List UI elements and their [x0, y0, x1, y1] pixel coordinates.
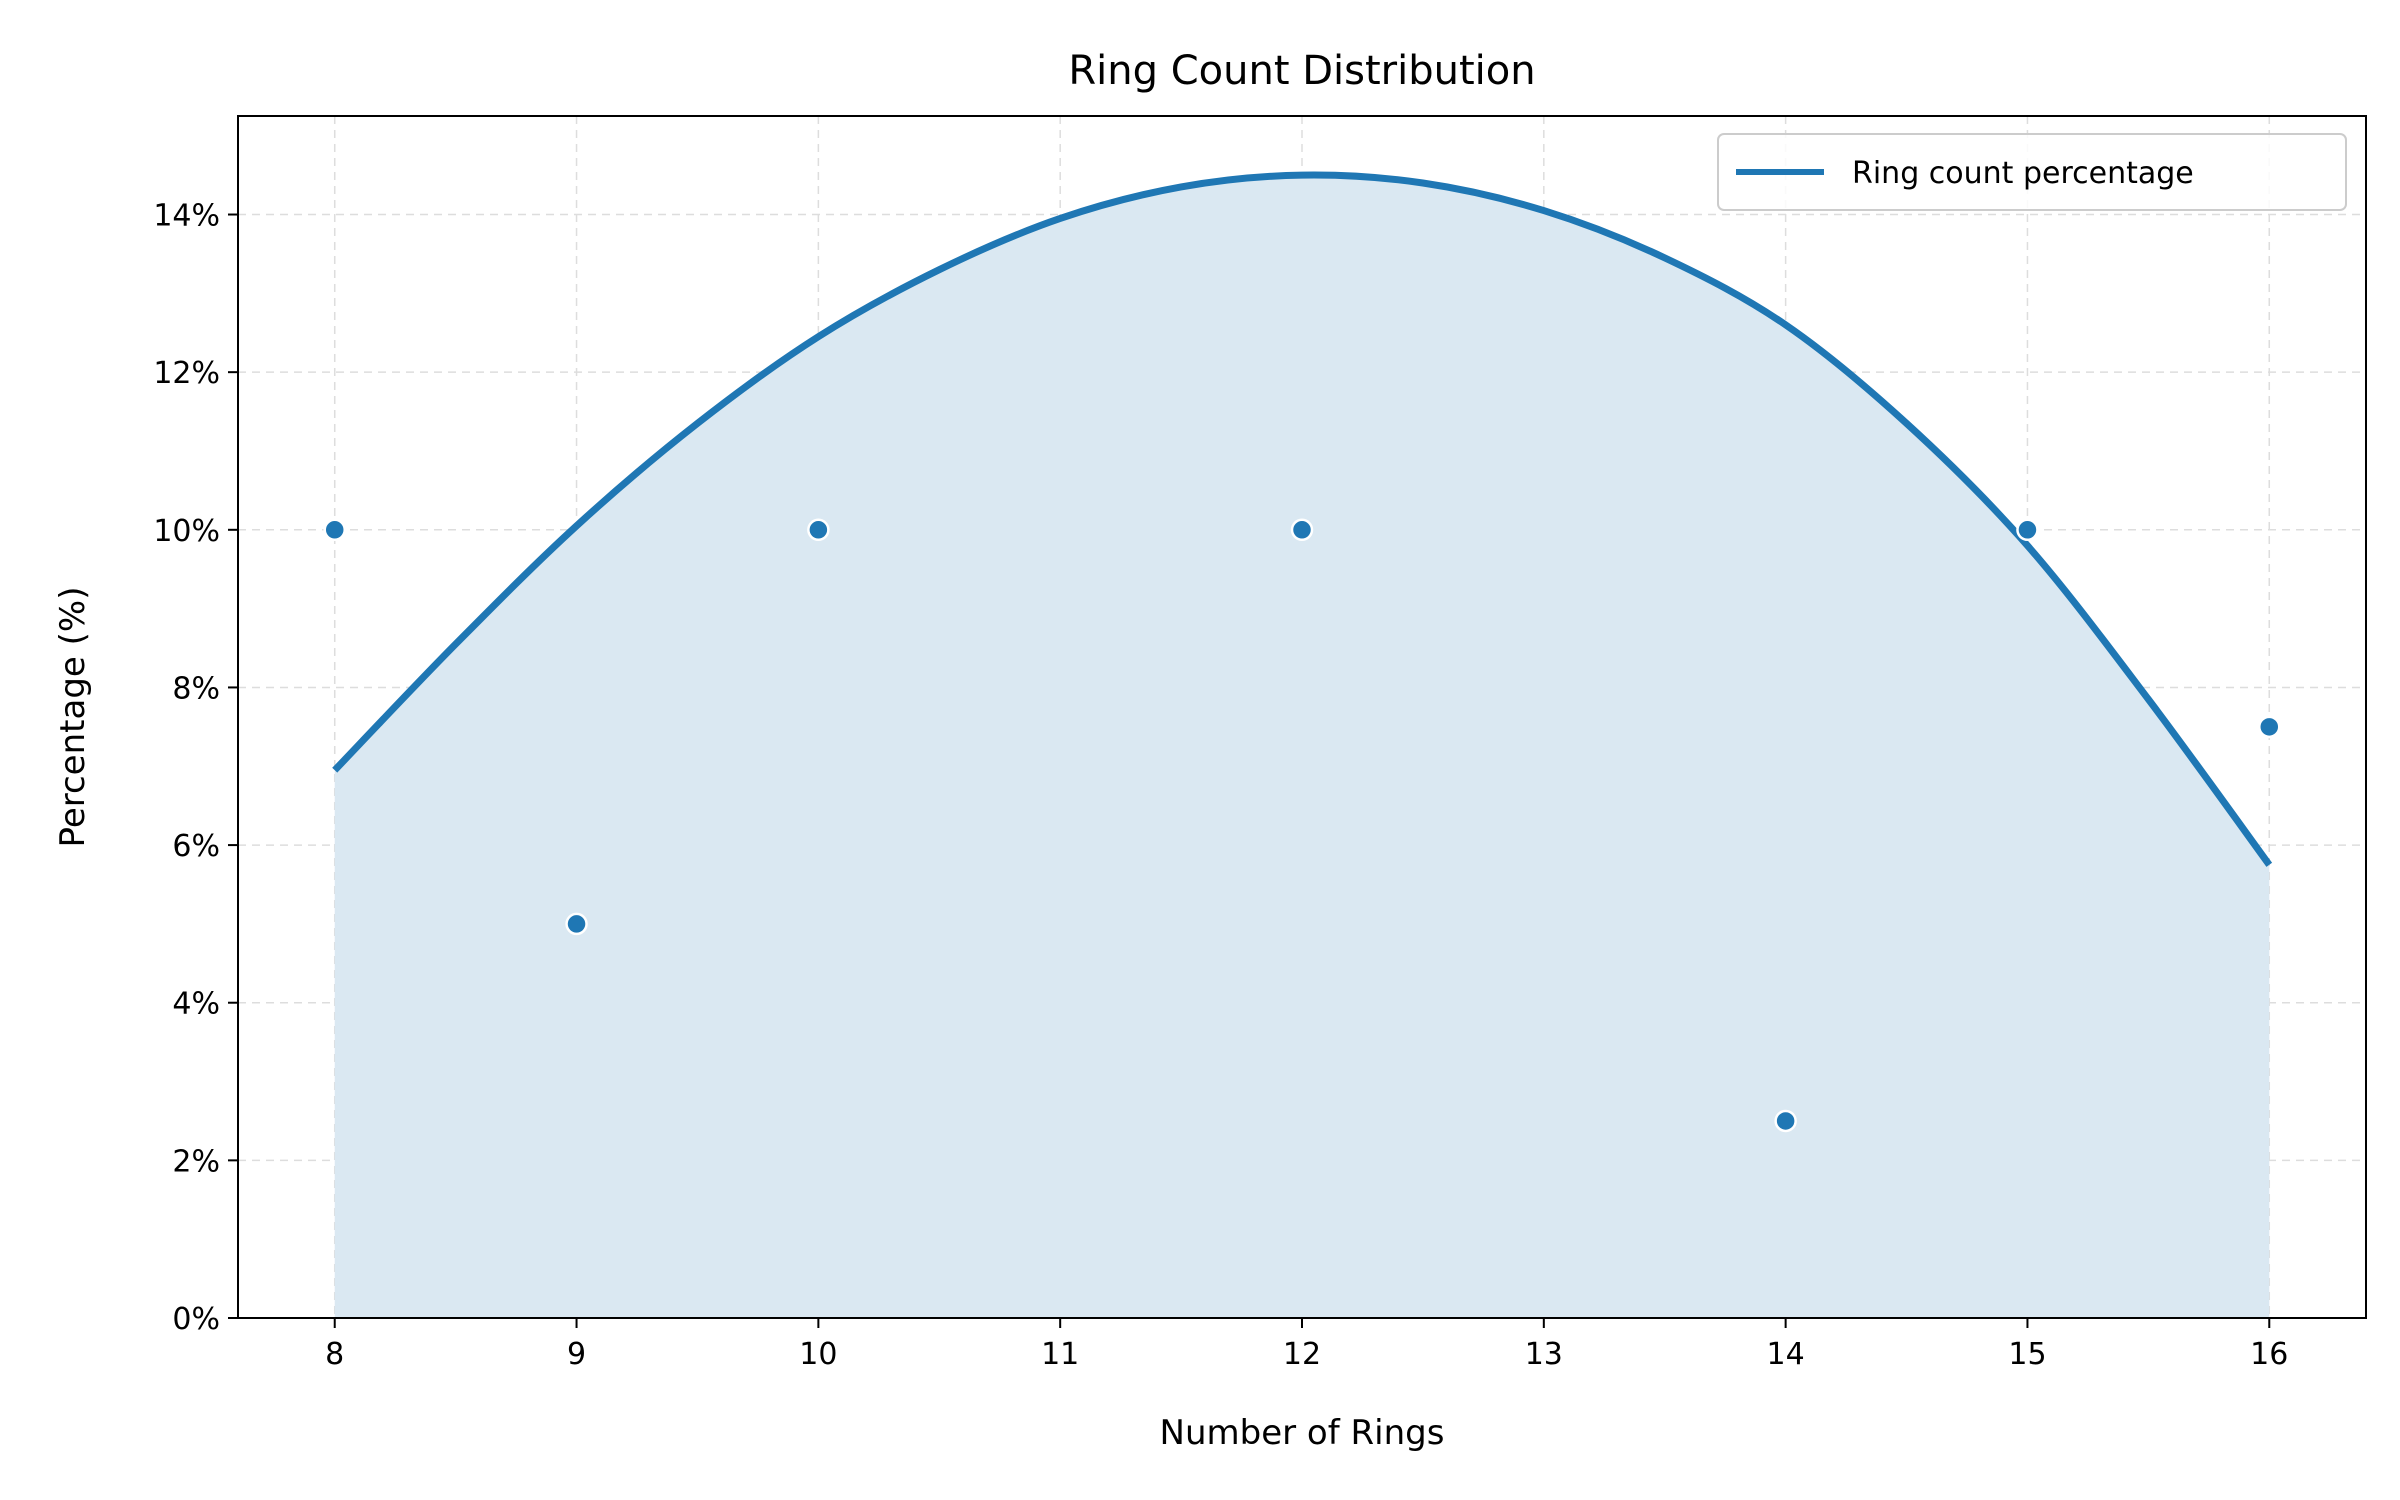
x-tick-label: 9 [567, 1337, 586, 1372]
x-tick-label: 15 [2008, 1337, 2046, 1372]
data-point [1774, 1109, 1797, 1133]
x-tick-label: 13 [1525, 1337, 1563, 1372]
y-tick-label: 12% [153, 356, 220, 391]
x-tick-label: 12 [1283, 1337, 1321, 1372]
y-tick-label: 14% [153, 199, 220, 234]
legend-box [1717, 133, 2347, 211]
fill-layer [334, 175, 2270, 1318]
area-fill [334, 175, 2270, 1318]
chart-title: Ring Count Distribution [1068, 48, 1535, 94]
y-axis-ticks: 0% 2% 4% 6% 8% 10% 12% 14% [153, 199, 238, 1337]
y-tick-label: 4% [172, 987, 220, 1022]
data-point [2016, 518, 2039, 542]
data-point [1290, 518, 1314, 542]
data-point [565, 912, 588, 936]
data-point [2258, 715, 2281, 739]
y-tick-label: 6% [172, 829, 220, 864]
x-axis-label: Number of Rings [1160, 1413, 1445, 1453]
y-axis-label: Percentage (%) [53, 587, 93, 848]
y-tick-label: 10% [153, 514, 220, 549]
x-tick-label: 16 [2250, 1337, 2288, 1372]
y-tick-label: 0% [172, 1302, 220, 1337]
y-tick-label: 8% [172, 671, 220, 706]
x-tick-label: 14 [1767, 1337, 1805, 1372]
line-layer [332, 171, 2273, 867]
data-point [807, 518, 830, 542]
x-tick-label: 10 [799, 1337, 837, 1372]
x-axis-ticks: 8 9 10 11 12 13 14 15 16 [325, 1318, 2288, 1372]
point-layer [323, 518, 2281, 1133]
legend-label: Ring count percentage [1852, 156, 2194, 191]
x-tick-label: 11 [1041, 1337, 1079, 1372]
legend: Ring count percentage [1717, 133, 2347, 211]
x-tick-label: 8 [325, 1337, 344, 1372]
data-point [323, 518, 346, 542]
y-tick-label: 2% [172, 1144, 220, 1179]
series-line [332, 171, 2273, 867]
